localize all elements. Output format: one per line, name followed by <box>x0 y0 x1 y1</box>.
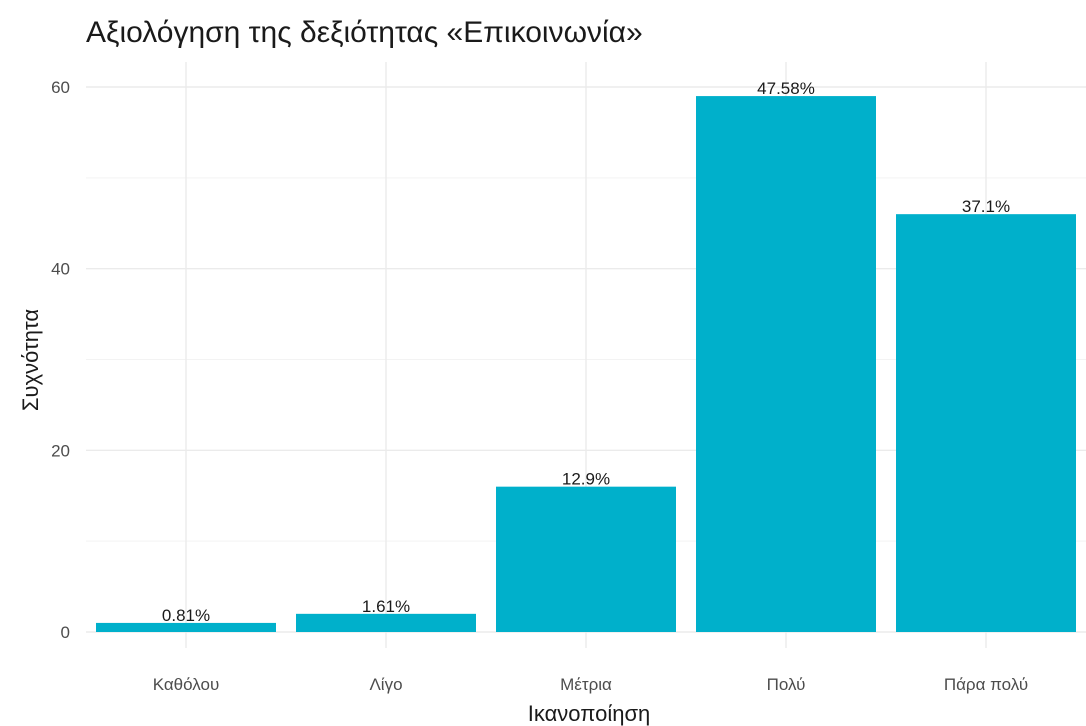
x-tick-label: Καθόλου <box>153 675 220 694</box>
y-tick-label: 20 <box>51 441 70 460</box>
y-tick-label: 40 <box>51 260 70 279</box>
x-axis-ticks: Καθόλου Λίγο Μέτρια Πολύ Πάρα πολύ <box>153 675 1028 694</box>
bar <box>96 622 276 632</box>
data-label: 47.58% <box>757 79 815 98</box>
y-axis-ticks: 0 20 40 60 <box>51 78 70 642</box>
bar <box>696 96 876 633</box>
x-tick-label: Λίγο <box>369 675 402 694</box>
x-tick-label: Πάρα πολύ <box>944 675 1028 694</box>
x-tick-label: Μέτρια <box>560 675 612 694</box>
data-labels-group: 0.81% 1.61% 12.9% 47.58% 37.1% <box>162 79 1010 625</box>
data-label: 12.9% <box>562 470 610 489</box>
y-axis-title: Συχνότητα <box>18 309 43 411</box>
data-label: 1.61% <box>362 597 410 616</box>
bar <box>296 613 476 632</box>
bars-group <box>96 96 1076 633</box>
bar <box>496 486 676 632</box>
x-tick-label: Πολύ <box>767 675 806 694</box>
y-tick-label: 60 <box>51 78 70 97</box>
data-label: 37.1% <box>962 197 1010 216</box>
x-axis-title: Ικανοποίηση <box>528 701 651 726</box>
bar <box>896 214 1076 632</box>
chart-title: Αξιολόγηση της δεξιότητας «Επικοινωνία» <box>86 16 643 49</box>
y-tick-label: 0 <box>61 623 70 642</box>
data-label: 0.81% <box>162 606 210 625</box>
